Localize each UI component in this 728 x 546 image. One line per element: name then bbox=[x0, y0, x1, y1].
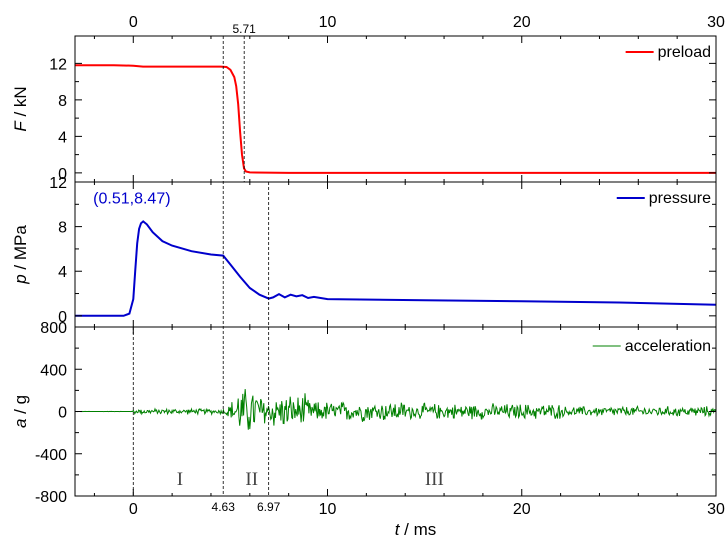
region-label-III: III bbox=[425, 469, 444, 490]
y-tick-label-force: 8 bbox=[58, 93, 67, 110]
x-tick-label-bottom: 20 bbox=[513, 501, 531, 518]
peak-annotation: (0.51,8.47) bbox=[93, 190, 170, 207]
x-axis-unit: / ms bbox=[399, 520, 436, 539]
y-tick-label-acceleration: -800 bbox=[35, 489, 67, 506]
y-tick-label-acceleration: -400 bbox=[35, 447, 67, 464]
x-tick-label-top: 30 bbox=[707, 14, 725, 31]
x-axis-symbol: t bbox=[395, 520, 401, 539]
x-axis-title: t / ms bbox=[395, 520, 437, 539]
panel-frame-pressure bbox=[74, 181, 717, 328]
y-axis-symbol: p bbox=[11, 274, 30, 284]
y-axis-title-pressure: p / MPa bbox=[11, 225, 30, 285]
y-axis-title-force: F / kN bbox=[11, 86, 30, 131]
x-tick-label-bottom: 0 bbox=[129, 501, 138, 518]
series-line-preload bbox=[75, 64, 716, 174]
marker-label: 4.63 bbox=[212, 500, 236, 514]
marker-label: 6.97 bbox=[257, 500, 281, 514]
legend-label-pressure: pressure bbox=[649, 190, 711, 207]
y-axis-symbol: F bbox=[11, 120, 30, 132]
y-tick-label-force: 0 bbox=[58, 166, 67, 183]
y-axis-unit: / kN bbox=[11, 86, 30, 121]
region-label-II: II bbox=[245, 469, 258, 490]
legend-label-acceleration: acceleration bbox=[625, 338, 711, 355]
x-tick-label-top: 10 bbox=[319, 14, 337, 31]
x-tick-label-top: 0 bbox=[129, 14, 138, 31]
panel-frame-force bbox=[74, 35, 717, 183]
y-tick-label-pressure: 0 bbox=[58, 309, 67, 326]
y-tick-label-pressure: 12 bbox=[49, 175, 67, 192]
series-line-acceleration bbox=[75, 389, 717, 430]
y-tick-label-acceleration: 400 bbox=[40, 362, 67, 379]
region-label-I: I bbox=[177, 469, 183, 490]
series-line-pressure bbox=[75, 220, 717, 317]
y-axis-unit: / MPa bbox=[11, 225, 30, 275]
legend-label-preload: preload bbox=[658, 44, 711, 61]
y-tick-label-force: 4 bbox=[58, 129, 67, 146]
y-axis-symbol: a bbox=[11, 419, 30, 428]
x-tick-label-top: 20 bbox=[513, 14, 531, 31]
y-tick-label-force: 12 bbox=[49, 56, 67, 73]
y-tick-label-pressure: 8 bbox=[58, 220, 67, 237]
y-axis-title-acceleration: a / g bbox=[11, 395, 30, 428]
y-tick-label-pressure: 4 bbox=[58, 264, 67, 281]
y-axis-unit: / g bbox=[11, 395, 30, 419]
marker-label: 5.71 bbox=[233, 22, 257, 36]
y-tick-label-acceleration: 800 bbox=[40, 320, 67, 337]
x-tick-label-bottom: 10 bbox=[319, 501, 337, 518]
y-tick-label-acceleration: 0 bbox=[58, 405, 67, 422]
x-tick-label-bottom: 30 bbox=[707, 501, 725, 518]
